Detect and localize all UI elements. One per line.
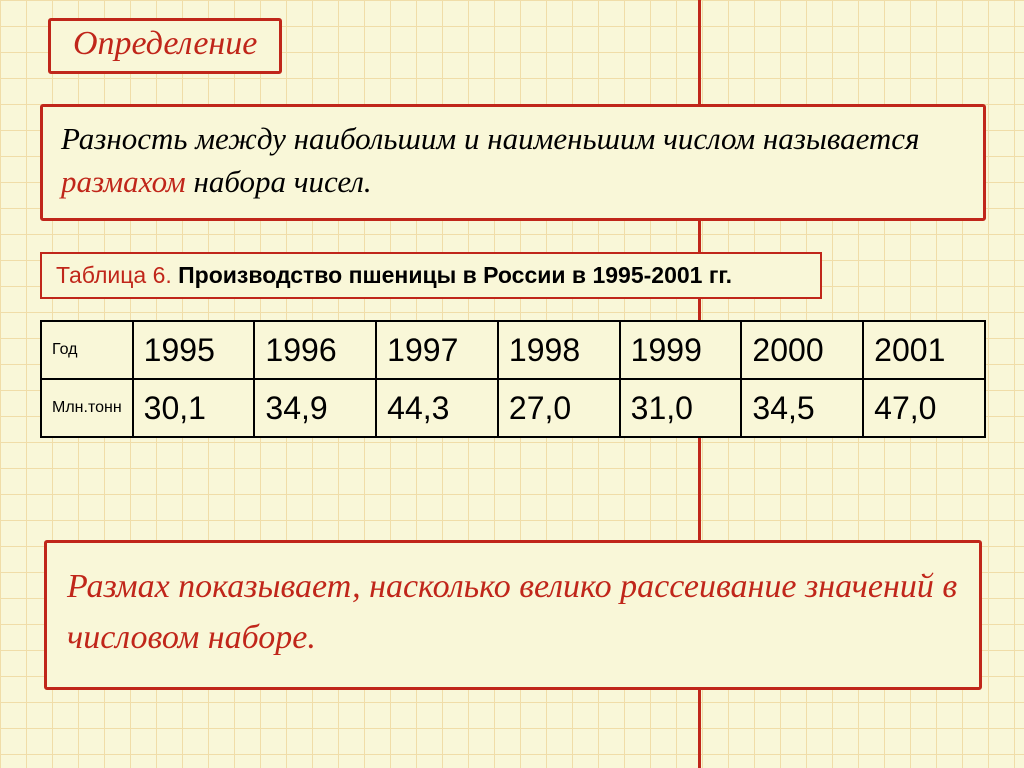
table-row: Млн.тонн 30,1 34,9 44,3 27,0 31,0 34,5 4… (41, 379, 985, 437)
definition-box: Разность между наибольшим и наименьшим ч… (40, 104, 986, 221)
caption-label: Таблица 6. (56, 262, 172, 288)
cell: 27,0 (498, 379, 620, 437)
cell: 1995 (133, 321, 255, 379)
table-caption: Таблица 6. Производство пшеницы в России… (56, 262, 806, 289)
row-header: Год (41, 321, 133, 379)
definition-pre: Разность между наибольшим и наименьшим ч… (61, 121, 919, 156)
conclusion-box: Размах показывает, насколько велико расс… (44, 540, 982, 690)
cell: 2000 (741, 321, 863, 379)
conclusion-text: Размах показывает, насколько велико расс… (67, 561, 959, 663)
row-header: Млн.тонн (41, 379, 133, 437)
cell: 31,0 (620, 379, 742, 437)
table-row: Год 1995 1996 1997 1998 1999 2000 2001 (41, 321, 985, 379)
definition-post: набора чисел. (186, 164, 372, 199)
cell: 34,5 (741, 379, 863, 437)
definition-highlight: размахом (61, 164, 186, 199)
data-table: Год 1995 1996 1997 1998 1999 2000 2001 М… (40, 320, 986, 438)
cell: 1997 (376, 321, 498, 379)
table-caption-box: Таблица 6. Производство пшеницы в России… (40, 252, 822, 299)
cell: 44,3 (376, 379, 498, 437)
cell: 2001 (863, 321, 985, 379)
title-text: Определение (73, 25, 257, 62)
cell: 34,9 (254, 379, 376, 437)
cell: 30,1 (133, 379, 255, 437)
caption-text: Производство пшеницы в России в 1995-200… (172, 262, 732, 288)
cell: 47,0 (863, 379, 985, 437)
cell: 1998 (498, 321, 620, 379)
cell: 1996 (254, 321, 376, 379)
definition-text: Разность между наибольшим и наименьшим ч… (61, 117, 965, 204)
cell: 1999 (620, 321, 742, 379)
title-box: Определение (48, 18, 282, 74)
